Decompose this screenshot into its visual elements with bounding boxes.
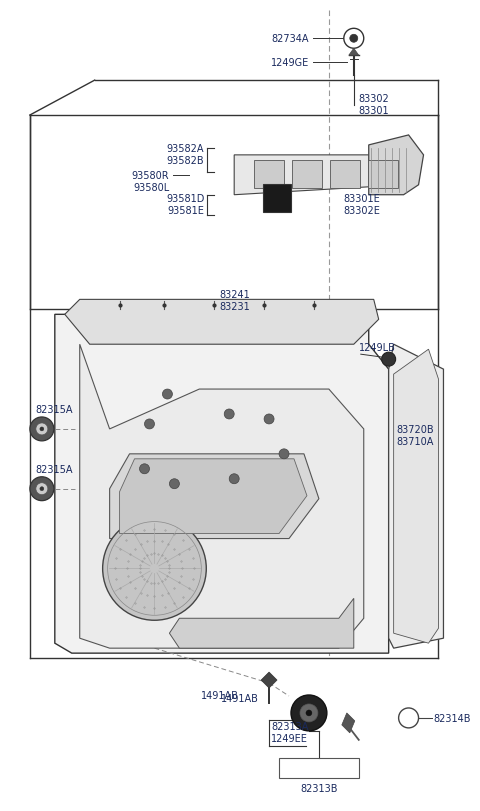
Circle shape bbox=[382, 353, 396, 367]
Circle shape bbox=[279, 449, 289, 459]
Bar bbox=[254, 161, 284, 188]
Circle shape bbox=[103, 517, 206, 620]
Text: 83302: 83302 bbox=[359, 94, 389, 104]
Text: 93580R: 93580R bbox=[132, 170, 169, 181]
Polygon shape bbox=[65, 300, 379, 345]
Bar bbox=[330, 161, 360, 188]
Polygon shape bbox=[342, 713, 355, 733]
Text: 83302E: 83302E bbox=[344, 205, 381, 216]
Bar bbox=[263, 185, 291, 212]
Text: 93581E: 93581E bbox=[168, 205, 204, 216]
Polygon shape bbox=[234, 156, 404, 195]
Circle shape bbox=[169, 479, 180, 489]
Polygon shape bbox=[349, 49, 359, 56]
Text: 83241: 83241 bbox=[219, 290, 250, 300]
Circle shape bbox=[144, 419, 155, 429]
Text: 93581D: 93581D bbox=[166, 194, 204, 204]
Circle shape bbox=[300, 704, 318, 722]
Text: 93582B: 93582B bbox=[167, 156, 204, 165]
Text: 82314B: 82314B bbox=[433, 713, 471, 723]
Text: 93580L: 93580L bbox=[133, 182, 169, 192]
Polygon shape bbox=[394, 350, 439, 643]
Text: 1249LB: 1249LB bbox=[359, 343, 396, 353]
Circle shape bbox=[306, 710, 312, 716]
Bar bbox=[368, 161, 397, 188]
Circle shape bbox=[350, 35, 358, 43]
Circle shape bbox=[36, 423, 48, 436]
Polygon shape bbox=[261, 672, 277, 689]
Text: 1249EE: 1249EE bbox=[271, 733, 308, 743]
Polygon shape bbox=[389, 345, 444, 648]
Circle shape bbox=[30, 418, 54, 441]
Polygon shape bbox=[109, 454, 319, 539]
Text: 82313A: 82313A bbox=[271, 721, 309, 731]
Circle shape bbox=[264, 414, 274, 424]
Circle shape bbox=[40, 487, 44, 491]
Text: 82734A: 82734A bbox=[271, 34, 309, 45]
Polygon shape bbox=[169, 599, 354, 648]
Polygon shape bbox=[369, 135, 423, 195]
Text: 82315A: 82315A bbox=[35, 405, 72, 414]
Text: 83301E: 83301E bbox=[344, 194, 381, 204]
Bar bbox=[292, 161, 322, 188]
Text: 83710A: 83710A bbox=[396, 436, 434, 446]
Text: 93582A: 93582A bbox=[167, 144, 204, 154]
Polygon shape bbox=[55, 315, 389, 654]
Text: 83720B: 83720B bbox=[396, 424, 434, 435]
Text: 83301: 83301 bbox=[359, 106, 389, 116]
Text: 1491AB: 1491AB bbox=[201, 690, 239, 700]
Bar bbox=[279, 757, 359, 778]
Circle shape bbox=[40, 427, 44, 431]
Text: 83231: 83231 bbox=[219, 302, 250, 312]
Circle shape bbox=[162, 389, 172, 400]
Circle shape bbox=[140, 464, 149, 474]
Text: 1249GE: 1249GE bbox=[271, 58, 309, 68]
Circle shape bbox=[224, 410, 234, 419]
Polygon shape bbox=[120, 459, 307, 534]
Text: 1491AB: 1491AB bbox=[221, 693, 259, 703]
Circle shape bbox=[30, 477, 54, 501]
Text: 82313B: 82313B bbox=[300, 783, 337, 792]
Text: 82315A: 82315A bbox=[35, 464, 72, 474]
Polygon shape bbox=[80, 345, 364, 648]
Circle shape bbox=[229, 474, 239, 484]
Circle shape bbox=[291, 695, 327, 731]
Circle shape bbox=[36, 483, 48, 495]
